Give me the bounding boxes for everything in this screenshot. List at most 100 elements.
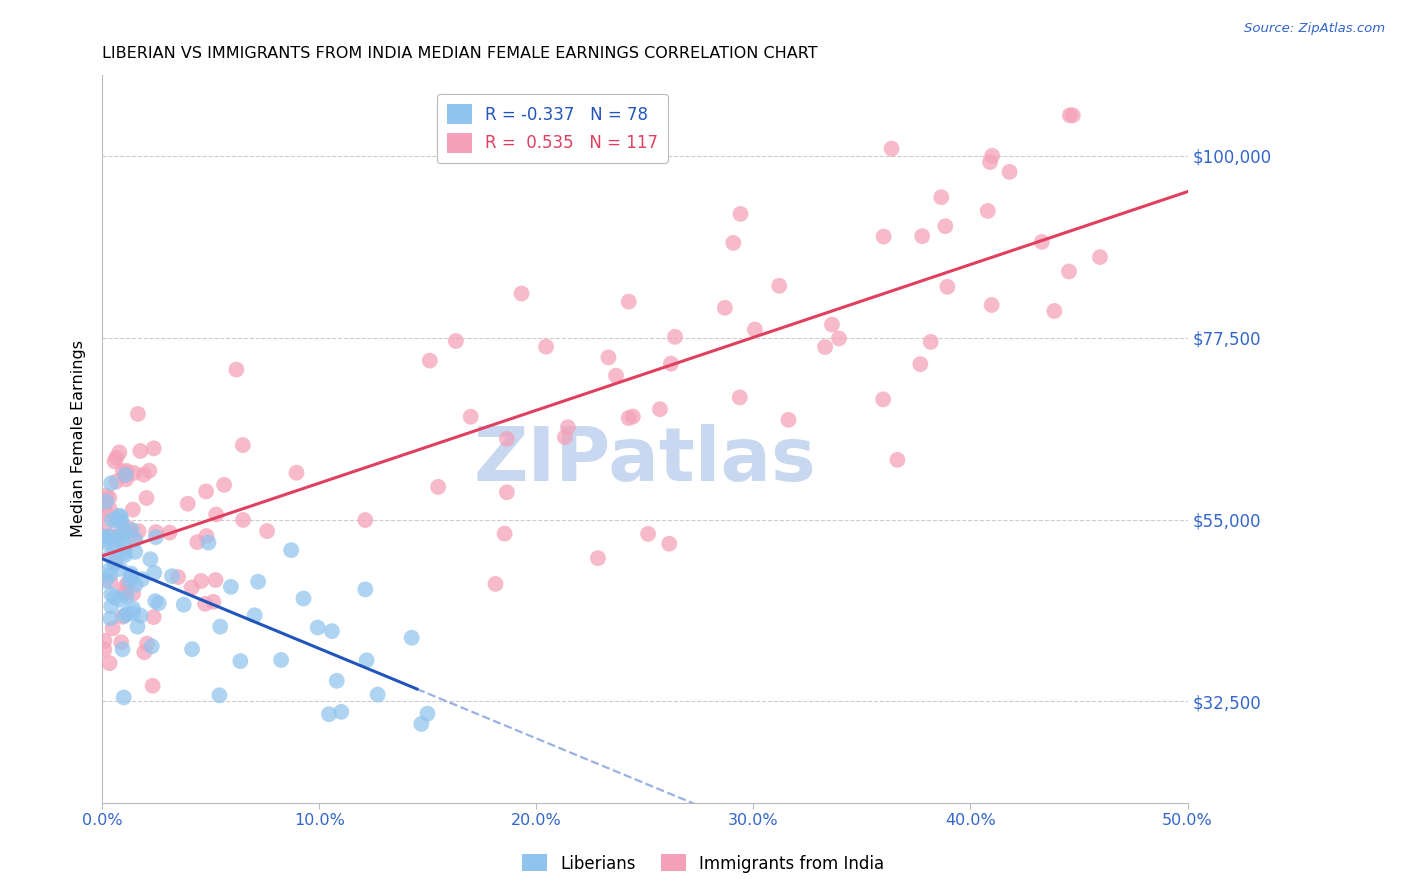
- Point: [205, 508, 228, 522]
- Point: [94, 488, 117, 502]
- Point: [936, 280, 959, 294]
- Point: [132, 467, 155, 482]
- Point: [444, 334, 467, 348]
- Point: [247, 574, 270, 589]
- Point: [121, 523, 143, 537]
- Point: [160, 569, 183, 583]
- Point: [96, 494, 118, 508]
- Point: [354, 513, 377, 527]
- Point: [494, 526, 516, 541]
- Point: [664, 330, 686, 344]
- Point: [94, 535, 117, 549]
- Point: [828, 331, 851, 345]
- Point: [115, 607, 138, 621]
- Point: [484, 577, 506, 591]
- Point: [159, 525, 181, 540]
- Point: [110, 513, 132, 527]
- Point: [100, 587, 122, 601]
- Point: [411, 717, 433, 731]
- Point: [714, 301, 737, 315]
- Point: [367, 688, 389, 702]
- Point: [98, 656, 121, 670]
- Point: [115, 472, 138, 486]
- Text: Source: ZipAtlas.com: Source: ZipAtlas.com: [1244, 22, 1385, 36]
- Point: [100, 611, 122, 625]
- Point: [416, 706, 439, 721]
- Point: [112, 541, 135, 555]
- Point: [886, 452, 908, 467]
- Point: [330, 705, 353, 719]
- Point: [115, 524, 138, 538]
- Point: [1043, 304, 1066, 318]
- Point: [354, 582, 377, 597]
- Text: ZIPatlas: ZIPatlas: [474, 424, 815, 497]
- Point: [186, 535, 208, 549]
- Point: [122, 606, 145, 620]
- Legend: R = -0.337   N = 78, R =  0.535   N = 117: R = -0.337 N = 78, R = 0.535 N = 117: [437, 95, 668, 163]
- Point: [110, 533, 132, 548]
- Point: [285, 466, 308, 480]
- Point: [110, 635, 132, 649]
- Point: [979, 155, 1001, 169]
- Point: [136, 637, 159, 651]
- Point: [195, 484, 218, 499]
- Point: [103, 540, 125, 554]
- Point: [124, 578, 146, 592]
- Point: [605, 368, 627, 383]
- Point: [209, 620, 232, 634]
- Point: [101, 621, 124, 635]
- Point: [96, 516, 118, 531]
- Point: [195, 529, 218, 543]
- Point: [122, 466, 145, 480]
- Point: [143, 566, 166, 580]
- Point: [326, 673, 349, 688]
- Point: [1062, 108, 1084, 122]
- Point: [131, 572, 153, 586]
- Point: [104, 555, 127, 569]
- Point: [122, 601, 145, 615]
- Point: [202, 595, 225, 609]
- Point: [977, 203, 1000, 218]
- Point: [114, 467, 136, 482]
- Point: [243, 608, 266, 623]
- Point: [124, 545, 146, 559]
- Point: [280, 543, 302, 558]
- Point: [134, 645, 156, 659]
- Point: [910, 357, 932, 371]
- Point: [107, 527, 129, 541]
- Point: [980, 298, 1002, 312]
- Point: [111, 642, 134, 657]
- Point: [880, 142, 903, 156]
- Point: [115, 590, 138, 604]
- Point: [94, 530, 117, 544]
- Point: [177, 497, 200, 511]
- Point: [114, 548, 136, 562]
- Point: [103, 557, 125, 571]
- Point: [108, 592, 131, 607]
- Point: [114, 608, 136, 623]
- Point: [124, 533, 146, 547]
- Point: [229, 654, 252, 668]
- Point: [112, 546, 135, 560]
- Point: [103, 454, 125, 468]
- Point: [96, 565, 118, 579]
- Point: [112, 690, 135, 705]
- Point: [225, 362, 247, 376]
- Point: [108, 562, 131, 576]
- Point: [122, 532, 145, 546]
- Point: [934, 219, 956, 234]
- Point: [103, 591, 125, 605]
- Point: [112, 524, 135, 538]
- Point: [929, 190, 952, 204]
- Point: [127, 620, 149, 634]
- Point: [105, 513, 128, 527]
- Point: [100, 599, 122, 614]
- Point: [728, 391, 751, 405]
- Point: [1031, 235, 1053, 249]
- Point: [93, 642, 115, 657]
- Point: [872, 392, 894, 407]
- Point: [534, 340, 557, 354]
- Point: [129, 608, 152, 623]
- Point: [617, 294, 640, 309]
- Point: [135, 491, 157, 505]
